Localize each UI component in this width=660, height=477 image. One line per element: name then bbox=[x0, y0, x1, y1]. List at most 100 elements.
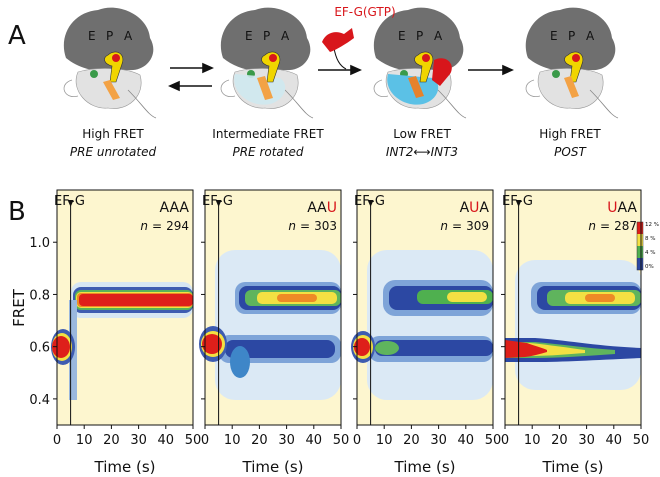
x-tick-label: 40 bbox=[306, 433, 323, 448]
x-axis-label: Time (s) bbox=[94, 458, 156, 476]
y-axis-label: FRET bbox=[10, 288, 28, 327]
n-symbol: n bbox=[440, 219, 448, 233]
codon-label: AAA bbox=[159, 200, 189, 216]
codon-letter: A bbox=[617, 200, 627, 216]
y-tick-label: 1.0 bbox=[29, 236, 50, 251]
site-label: P bbox=[568, 29, 575, 43]
n-label: n = 287 bbox=[588, 219, 637, 233]
ef-g-arrow bbox=[215, 200, 222, 207]
site-label: A bbox=[281, 29, 290, 43]
state-title: High FRET bbox=[539, 127, 601, 141]
state-subtitle: PRE unrotated bbox=[70, 145, 157, 159]
y-tick-label: 0.4 bbox=[29, 393, 50, 408]
x-tick-label: 50 bbox=[485, 433, 502, 448]
x-tick-label: 40 bbox=[158, 433, 175, 448]
x-tick-label: 30 bbox=[278, 433, 295, 448]
heatmap bbox=[351, 190, 493, 425]
n-equals: = bbox=[600, 219, 610, 233]
codon-letter: A bbox=[479, 200, 489, 216]
x-axis-label: Time (s) bbox=[542, 458, 604, 476]
x-axis-label: Time (s) bbox=[394, 458, 456, 476]
n-symbol: n bbox=[588, 219, 596, 233]
x-axis-label: Time (s) bbox=[242, 458, 304, 476]
x-tick-label: 50 bbox=[633, 433, 650, 448]
n-label: n = 309 bbox=[440, 219, 489, 233]
x-tick-label: 30 bbox=[578, 433, 595, 448]
ribosome-diagram: E P A bbox=[525, 7, 619, 119]
panel-label: B bbox=[8, 197, 26, 227]
plot-frame bbox=[356, 189, 494, 426]
heatmap bbox=[505, 190, 641, 425]
codon-letter: A bbox=[317, 200, 327, 216]
x-tick-label: 20 bbox=[251, 433, 268, 448]
panel-label: A bbox=[8, 21, 26, 51]
codon-label: UAA bbox=[607, 200, 637, 216]
plot-frame bbox=[56, 189, 194, 426]
x-tick-label: 30 bbox=[130, 433, 147, 448]
site-label: E bbox=[550, 29, 558, 43]
n-value: 294 bbox=[166, 219, 189, 233]
codon-label: AUA bbox=[460, 200, 490, 216]
site-label: E bbox=[88, 29, 96, 43]
site-label: A bbox=[586, 29, 595, 43]
ribosome-diagram: E P A bbox=[373, 7, 467, 119]
n-symbol: n bbox=[140, 219, 148, 233]
codon-letter: A bbox=[159, 200, 169, 216]
ribosome-diagram: E P A bbox=[63, 7, 157, 119]
ef-g-label: EF-G bbox=[202, 194, 233, 209]
colorbar-label: 4 % bbox=[645, 250, 655, 256]
codon-letter: U bbox=[469, 200, 479, 216]
n-equals: = bbox=[300, 219, 310, 233]
x-tick-label: 40 bbox=[458, 433, 475, 448]
n-value: 303 bbox=[314, 219, 337, 233]
state-title: High FRET bbox=[82, 127, 144, 141]
x-tick-label: 0 bbox=[501, 433, 509, 448]
ef-g-label: EF-G bbox=[354, 194, 385, 209]
ef-g-label: EF-G bbox=[54, 194, 85, 209]
site-label: P bbox=[416, 29, 423, 43]
n-label: n = 303 bbox=[288, 219, 337, 233]
x-tick-label: 10 bbox=[76, 433, 93, 448]
codon-label: AAU bbox=[307, 200, 337, 216]
x-tick-label: 0 bbox=[201, 433, 209, 448]
ef-g-label: EF-G(GTP) bbox=[334, 5, 395, 19]
ef-g-arrow bbox=[67, 200, 74, 207]
site-label: A bbox=[434, 29, 443, 43]
x-tick-label: 10 bbox=[524, 433, 541, 448]
x-tick-label: 10 bbox=[224, 433, 241, 448]
state-subtitle: PRE rotated bbox=[232, 145, 303, 159]
colorbar-label: 0% bbox=[645, 264, 654, 270]
heatmap bbox=[199, 190, 341, 425]
colorbar-label: 8 % bbox=[645, 236, 655, 242]
codon-letter: A bbox=[179, 200, 189, 216]
plot-frame bbox=[504, 189, 642, 426]
n-value: 287 bbox=[614, 219, 637, 233]
x-tick-label: 50 bbox=[333, 433, 350, 448]
state-subtitle: INT2⟷INT3 bbox=[386, 145, 458, 159]
n-value: 309 bbox=[466, 219, 489, 233]
ef-g-arrow bbox=[515, 200, 522, 207]
codon-letter: A bbox=[169, 200, 179, 216]
site-label: P bbox=[263, 29, 270, 43]
n-symbol: n bbox=[288, 219, 296, 233]
codon-letter: A bbox=[627, 200, 637, 216]
codon-letter: A bbox=[460, 200, 470, 216]
heatmap bbox=[51, 190, 193, 425]
codon-letter: U bbox=[607, 200, 617, 216]
site-label: A bbox=[124, 29, 133, 43]
state-title: Low FRET bbox=[393, 127, 451, 141]
arrows bbox=[168, 47, 514, 92]
x-tick-label: 0 bbox=[353, 433, 361, 448]
plot-frame bbox=[204, 189, 342, 426]
x-tick-label: 40 bbox=[606, 433, 623, 448]
site-label: E bbox=[398, 29, 406, 43]
n-equals: = bbox=[452, 219, 462, 233]
x-tick-label: 30 bbox=[430, 433, 447, 448]
codon-letter: A bbox=[307, 200, 317, 216]
x-tick-label: 10 bbox=[376, 433, 393, 448]
site-label: P bbox=[106, 29, 113, 43]
y-tick-label: 0.6 bbox=[29, 341, 50, 356]
site-label: E bbox=[245, 29, 253, 43]
